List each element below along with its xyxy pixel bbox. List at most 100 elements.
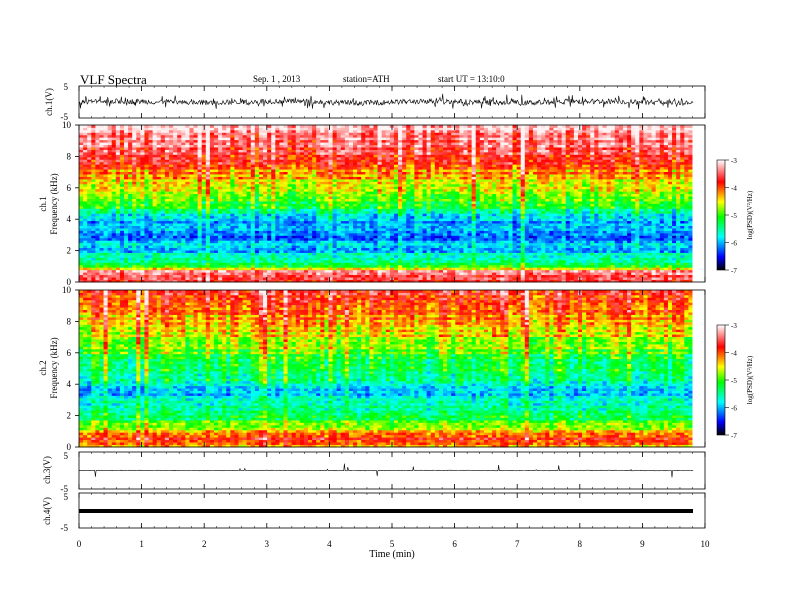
spectrogram-cell <box>635 205 640 209</box>
spectrogram-cell <box>103 277 109 280</box>
spectrogram-cell <box>393 250 399 253</box>
spectrogram-cell <box>336 201 342 204</box>
spectrogram-cell <box>267 203 272 207</box>
spectrogram-cell <box>655 264 661 268</box>
spectrogram-cell <box>230 267 235 271</box>
spectrogram-cell <box>201 242 207 246</box>
spectrogram-cell <box>111 267 117 271</box>
spectrogram-cell <box>222 264 227 268</box>
spectrogram-cell <box>373 269 378 273</box>
spectrogram-cell <box>365 208 370 212</box>
spectrogram-cell <box>336 240 342 244</box>
spectrogram-cell <box>128 272 133 276</box>
spectrogram-cell <box>512 218 518 222</box>
spectrogram-cell <box>181 245 186 249</box>
spectrogram-cell <box>569 237 575 241</box>
spectrogram-cell <box>622 252 628 256</box>
spectrogram-cell <box>250 277 256 280</box>
spectrogram-cell <box>336 259 342 263</box>
spectrogram-cell <box>168 210 174 214</box>
spectrogram-cell <box>140 205 145 209</box>
spectrogram-cell <box>185 267 190 271</box>
spectrogram-cell <box>328 272 333 276</box>
spectrogram-cell <box>549 230 554 234</box>
spectrogram-cell <box>561 242 567 246</box>
spectrogram-cell <box>532 277 538 280</box>
spectrogram-cell <box>201 264 207 268</box>
spectrogram-cell <box>561 257 567 261</box>
spectrogram-cell <box>594 235 599 239</box>
spectrogram-cell <box>107 250 113 253</box>
spectrogram-cell <box>500 245 505 249</box>
spectrogram-cell <box>537 245 542 249</box>
spectrogram-cell <box>136 245 141 249</box>
spectrogram-cell <box>590 220 595 224</box>
spectrogram-cell <box>430 259 436 263</box>
spectrogram-cell <box>430 242 436 246</box>
spectrogram-cell <box>299 225 305 229</box>
spectrogram-cell <box>602 279 607 283</box>
spectrogram-cell <box>504 215 509 219</box>
spectrogram-cell <box>487 272 493 276</box>
spectrogram-cell <box>614 208 620 212</box>
spectrogram-cell <box>332 230 338 234</box>
spectrogram-cell <box>512 252 518 256</box>
spectrogram-cell <box>598 259 603 263</box>
spectrogram-cell <box>676 223 681 226</box>
spectrogram-cell <box>128 279 133 283</box>
spectrogram-cell <box>672 245 677 249</box>
spectrogram-cell <box>402 235 407 239</box>
spectrogram-cell <box>238 247 243 251</box>
spectrogram-cell <box>377 279 383 283</box>
spectrogram-cell <box>373 279 378 283</box>
spectrogram-cell <box>226 235 231 239</box>
spectrogram-cell <box>426 230 432 234</box>
spectrogram-cell <box>357 232 362 236</box>
spectrogram-cell <box>663 252 669 256</box>
spectrogram-cell <box>402 245 407 249</box>
spectrogram-cell <box>549 203 554 207</box>
spectrogram-cell <box>455 279 460 283</box>
spectrogram-cell <box>406 274 411 278</box>
spectrogram-cell <box>303 272 309 276</box>
spectrogram-cell <box>222 245 227 249</box>
spectrogram-cell <box>312 210 317 214</box>
spectrogram-cell <box>447 279 452 283</box>
spectrogram-cell <box>111 274 117 278</box>
spectrogram-cell <box>144 220 149 224</box>
spectrogram-cell <box>258 225 264 229</box>
spectrogram-cell <box>524 262 530 266</box>
spectrogram-cell <box>447 237 452 241</box>
spectrogram-cell <box>258 242 264 246</box>
spectrogram-cell <box>111 220 117 224</box>
spectrogram-cell <box>524 259 530 263</box>
spectrogram-cell <box>553 225 558 229</box>
spectrogram-cell <box>128 269 133 273</box>
spectrogram-cell <box>659 205 665 209</box>
spectrogram-cell <box>136 257 141 261</box>
spectrogram-cell <box>504 208 509 212</box>
spectrogram-cell <box>414 223 419 226</box>
spectrogram-cell <box>140 267 145 271</box>
spectrogram-cell <box>569 262 575 266</box>
spectrogram-cell <box>246 205 252 209</box>
spectrogram-cell <box>385 235 391 239</box>
spectrogram-cell <box>393 262 399 266</box>
spectrogram-cell <box>406 240 411 244</box>
spectrogram-cell <box>410 257 415 261</box>
spectrogram-cell <box>291 279 297 283</box>
spectrogram-cell <box>557 242 562 246</box>
spectrogram-cell <box>324 240 329 244</box>
spectrogram-cell <box>532 205 538 209</box>
spectrogram-cell <box>344 223 350 226</box>
spectrogram-cell <box>152 220 158 224</box>
spectrogram-cell <box>132 208 137 212</box>
spectrogram-cell <box>659 267 665 271</box>
spectrogram-cell <box>647 232 652 236</box>
spectrogram-cell <box>279 255 284 258</box>
spectrogram-cell <box>357 203 362 207</box>
spectrogram-cell <box>320 242 325 246</box>
spectrogram-cell <box>639 213 644 217</box>
spectrogram-cell <box>516 213 522 217</box>
spectrogram-cell <box>377 277 383 280</box>
